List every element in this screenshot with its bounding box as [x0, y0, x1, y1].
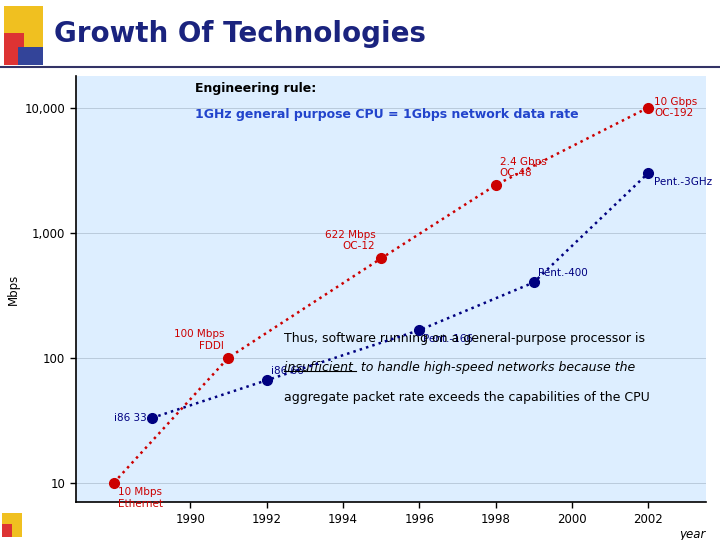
- Text: 2006  Carsten Griwodz & Pål Halvorsen: 2006 Carsten Griwodz & Pål Halvorsen: [525, 520, 716, 530]
- Text: 10 Mbps
Ethernet: 10 Mbps Ethernet: [118, 487, 163, 509]
- Text: aggregate packet rate exceeds the capabilities of the CPU: aggregate packet rate exceeds the capabi…: [284, 392, 649, 404]
- Bar: [4, 33, 24, 65]
- Y-axis label: Mbps: Mbps: [7, 273, 20, 305]
- Text: 100 Mbps
FDDI: 100 Mbps FDDI: [174, 329, 224, 351]
- Text: Growth Of Technologies: Growth Of Technologies: [54, 19, 426, 48]
- Text: 2.4 Gbps
OC-48: 2.4 Gbps OC-48: [500, 157, 546, 178]
- Text: 622 Mbps
OC-12: 622 Mbps OC-12: [325, 230, 376, 252]
- Bar: [2, 524, 12, 537]
- Bar: [18, 47, 43, 65]
- Text: insufficient  to handle high-speed networks because the: insufficient to handle high-speed networ…: [284, 361, 635, 374]
- Text: 1GHz general purpose CPU = 1Gbps network data rate: 1GHz general purpose CPU = 1Gbps network…: [195, 107, 579, 120]
- Text: i86 33: i86 33: [114, 413, 146, 423]
- Text: Pent.-3GHz: Pent.-3GHz: [654, 177, 712, 187]
- Text: i86 66: i86 66: [271, 366, 303, 376]
- Text: Thus, software running on a general-purpose processor is: Thus, software running on a general-purp…: [284, 332, 644, 345]
- Text: Engineering rule:: Engineering rule:: [195, 82, 317, 95]
- Text: INF5062 – programming asymmetric multi-core processors: INF5062 – programming asymmetric multi-c…: [30, 520, 318, 530]
- Bar: [4, 5, 43, 65]
- Bar: [2, 513, 22, 537]
- Text: Pent.-400: Pent.-400: [538, 268, 588, 278]
- Text: year: year: [679, 528, 706, 540]
- Text: 10 Gbps
OC-192: 10 Gbps OC-192: [654, 97, 697, 118]
- Text: Pent.-166: Pent.-166: [423, 334, 474, 345]
